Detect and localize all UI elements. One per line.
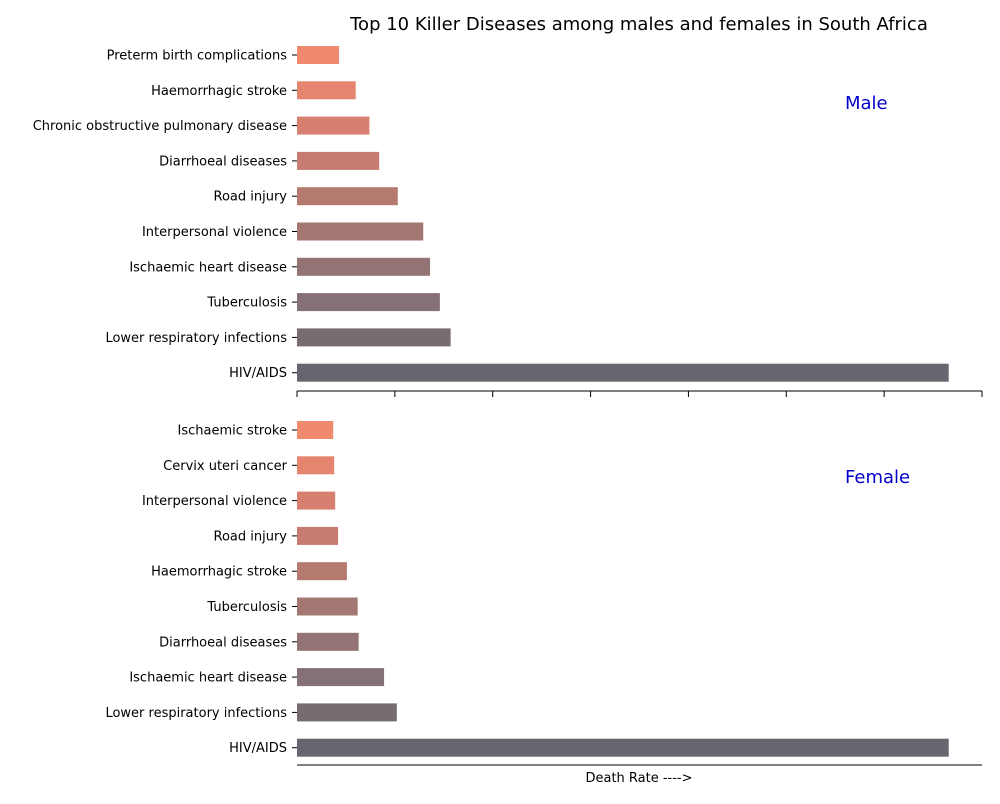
female-y-tick-label: HIV/AIDS <box>229 741 287 756</box>
male-y-tick-label: Interpersonal violence <box>142 225 287 240</box>
female-bar-cervix-uteri-cancer <box>297 456 335 475</box>
male-y-tick-label: Road injury <box>214 190 288 205</box>
female-bar-haemorrhagic-stroke <box>297 562 347 581</box>
female-bar-tuberculosis <box>297 597 358 616</box>
male-y-tick-label: Lower respiratory infections <box>105 331 287 346</box>
female-bar-ischaemic-heart-disease <box>297 668 385 687</box>
female-panel: Ischaemic stroke Cervix uteri cancer Inter… <box>105 421 982 766</box>
x-axis-label: Death Rate ----> <box>585 771 692 786</box>
male-bar-hiv-aids <box>297 363 949 382</box>
male-bar-road-injury <box>297 187 398 206</box>
female-y-tick-label: Ischaemic heart disease <box>129 671 287 686</box>
female-y-tick-label: Road injury <box>214 529 288 544</box>
male-y-tick-label: Diarrhoeal diseases <box>159 154 287 169</box>
female-y-tick-label: Ischaemic stroke <box>178 424 287 439</box>
male-y-tick-label: HIV/AIDS <box>229 366 287 381</box>
male-y-tick-label: Preterm birth complications <box>107 49 288 64</box>
chart-title: Top 10 Killer Diseases among males and f… <box>349 14 928 35</box>
male-y-tick-label: Ischaemic heart disease <box>129 260 287 275</box>
male-bar-interpersonal-violence <box>297 222 424 241</box>
female-bar-ischaemic-stroke <box>297 421 334 439</box>
female-bar-interpersonal-violence <box>297 491 336 510</box>
male-bar-diarrhoeal-diseases <box>297 151 380 170</box>
male-panel-label: Male <box>845 93 888 114</box>
male-y-tick-label: Haemorrhagic stroke <box>151 84 287 99</box>
male-bar-tuberculosis <box>297 293 440 312</box>
male-y-tick-label: Tuberculosis <box>206 296 287 311</box>
female-bar-hiv-aids <box>297 738 949 757</box>
male-bar-preterm-birth-complications <box>297 46 340 64</box>
female-bar-lower-respiratory-infections <box>297 703 397 722</box>
female-bar-road-injury <box>297 526 339 545</box>
female-panel-label: Female <box>845 467 910 488</box>
male-bar-ischaemic-heart-disease <box>297 257 431 276</box>
female-y-tick-label: Diarrhoeal diseases <box>159 635 287 650</box>
female-y-tick-label: Cervix uteri cancer <box>163 459 287 474</box>
male-bar-chronic-obstructive-pulmonary-disease <box>297 116 370 135</box>
female-y-tick-label: Interpersonal violence <box>142 494 287 509</box>
male-bar-haemorrhagic-stroke <box>297 81 356 100</box>
female-y-tick-label: Haemorrhagic stroke <box>151 565 287 580</box>
female-bar-diarrhoeal-diseases <box>297 632 359 651</box>
male-bar-lower-respiratory-infections <box>297 328 451 347</box>
male-y-tick-label: Chronic obstructive pulmonary disease <box>33 119 287 134</box>
male-panel: Preterm birth complications Haemorrhagic … <box>33 46 983 397</box>
female-y-tick-label: Lower respiratory infections <box>105 706 287 721</box>
female-y-tick-label: Tuberculosis <box>206 600 287 615</box>
